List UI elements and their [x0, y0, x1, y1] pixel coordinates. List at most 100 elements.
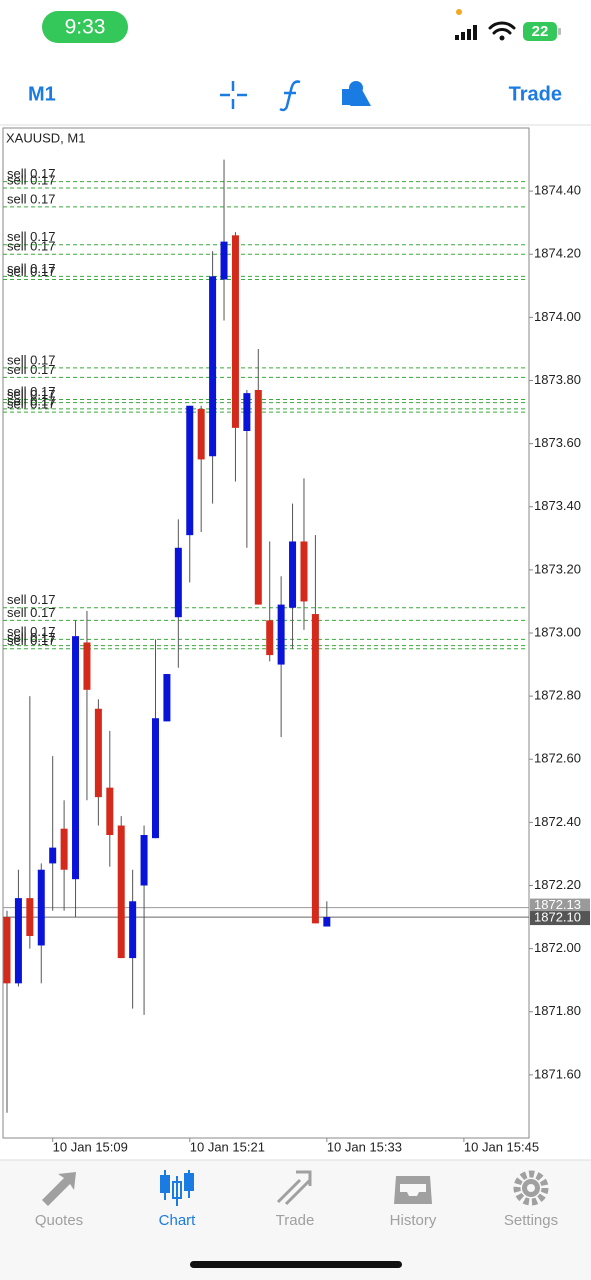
wifi-dot	[499, 35, 505, 41]
candle-body	[323, 917, 331, 927]
tab-label[interactable]: History	[390, 1212, 437, 1229]
crosshair-button[interactable]	[220, 81, 247, 109]
order-label: sell 0.17	[7, 387, 55, 402]
order-label: sell 0.17	[7, 229, 55, 244]
candle-body	[37, 869, 45, 946]
candle-body	[151, 718, 159, 839]
candle-body	[83, 642, 91, 690]
battery-cap	[558, 28, 561, 35]
order-label: sell 0.17	[7, 191, 55, 206]
clock: 9:33	[65, 16, 106, 39]
x-tick-label: 10 Jan 15:33	[327, 1139, 402, 1154]
x-tick-label: 10 Jan 15:21	[190, 1139, 265, 1154]
candle-body	[254, 389, 262, 605]
y-tick-label: 1871.60	[534, 1066, 581, 1081]
candle-body	[3, 917, 11, 984]
y-tick-label: 1872.40	[534, 814, 581, 829]
order-label: sell 0.17	[7, 393, 55, 408]
candle-body	[277, 604, 285, 665]
chart-title: XAUUSD, M1	[6, 130, 85, 145]
y-tick-label: 1874.40	[534, 183, 581, 198]
order-label: sell 0.17	[7, 172, 55, 187]
candle-body	[72, 636, 80, 880]
call-pill	[42, 11, 128, 43]
order-label: sell 0.17	[7, 166, 55, 181]
order-label: sell 0.17	[7, 592, 55, 607]
trade-icon	[276, 1170, 312, 1206]
candle-body	[231, 235, 239, 428]
mic-dot	[456, 9, 462, 15]
y-tick-label: 1873.40	[534, 498, 581, 513]
y-tick-label: 1872.00	[534, 940, 581, 955]
x-tick-label: 10 Jan 15:09	[53, 1139, 128, 1154]
trade-button[interactable]: Trade	[509, 83, 562, 105]
history-icon	[394, 1176, 432, 1204]
chart-icon	[160, 1170, 194, 1206]
order-label: sell 0.17	[7, 630, 55, 645]
tab-label[interactable]: Trade	[276, 1212, 315, 1229]
y-tick-label: 1873.00	[534, 624, 581, 639]
battery	[523, 22, 557, 41]
battery-level: 22	[532, 23, 549, 40]
y-tick-label: 1873.20	[534, 561, 581, 576]
candle-body	[311, 614, 319, 924]
candle-body	[106, 787, 114, 835]
y-tick-label: 1873.80	[534, 372, 581, 387]
order-label: sell 0.17	[7, 239, 55, 254]
candle-body	[220, 241, 228, 280]
tab-label[interactable]: Quotes	[35, 1212, 83, 1229]
x-tick-label: 10 Jan 15:45	[464, 1139, 539, 1154]
candle-body	[60, 828, 68, 870]
y-tick-label: 1872.20	[534, 877, 581, 892]
ask-label: 1872.13	[534, 897, 581, 912]
y-tick-label: 1871.80	[534, 1003, 581, 1018]
objects-button[interactable]	[342, 81, 371, 106]
tabs: Quotes Chart Trade History Settings	[35, 1212, 558, 1229]
candle-body	[300, 541, 308, 602]
candle-body	[266, 620, 274, 656]
order-label: sell 0.17	[7, 264, 55, 279]
candle-body	[49, 847, 57, 864]
tab-label[interactable]: Chart	[159, 1212, 197, 1229]
y-tick-label: 1872.60	[534, 751, 581, 766]
candle-body	[26, 898, 34, 936]
candle-body	[289, 541, 297, 608]
order-label: sell 0.17	[7, 261, 55, 276]
tab-label[interactable]: Settings	[504, 1212, 558, 1229]
quotes-icon	[42, 1172, 76, 1206]
candle-body	[14, 898, 22, 984]
wifi-icon	[488, 21, 516, 35]
candle-body	[129, 901, 137, 959]
signal-icon	[455, 25, 477, 40]
candle-body	[163, 674, 171, 722]
y-tick-label: 1874.20	[534, 246, 581, 261]
candle-body	[174, 547, 182, 618]
y-tick-label: 1872.80	[534, 688, 581, 703]
candle-body	[117, 825, 125, 959]
home-indicator	[190, 1261, 402, 1268]
timeframe-button[interactable]: M1	[28, 83, 56, 105]
bid-label-box	[530, 911, 590, 926]
candle-body	[186, 405, 194, 536]
order-label: sell 0.17	[7, 633, 55, 648]
candle-body	[140, 835, 148, 886]
order-label: sell 0.17	[7, 362, 55, 377]
candle-body	[94, 708, 102, 798]
ask-label-box	[530, 898, 590, 913]
order-label: sell 0.17	[7, 624, 55, 639]
candle-body	[243, 393, 251, 431]
order-label: sell 0.17	[7, 384, 55, 399]
candle-body	[197, 408, 205, 460]
y-tick-label: 1873.60	[534, 435, 581, 450]
candle-body	[209, 276, 217, 457]
order-label: sell 0.17	[7, 397, 55, 412]
indicator-button[interactable]	[279, 80, 301, 112]
chart-frame	[2, 127, 530, 1139]
y-tick-label: 1874.00	[534, 309, 581, 324]
order-label: sell 0.17	[7, 352, 55, 367]
settings-icon	[513, 1170, 549, 1206]
bid-label: 1872.10	[534, 910, 581, 925]
